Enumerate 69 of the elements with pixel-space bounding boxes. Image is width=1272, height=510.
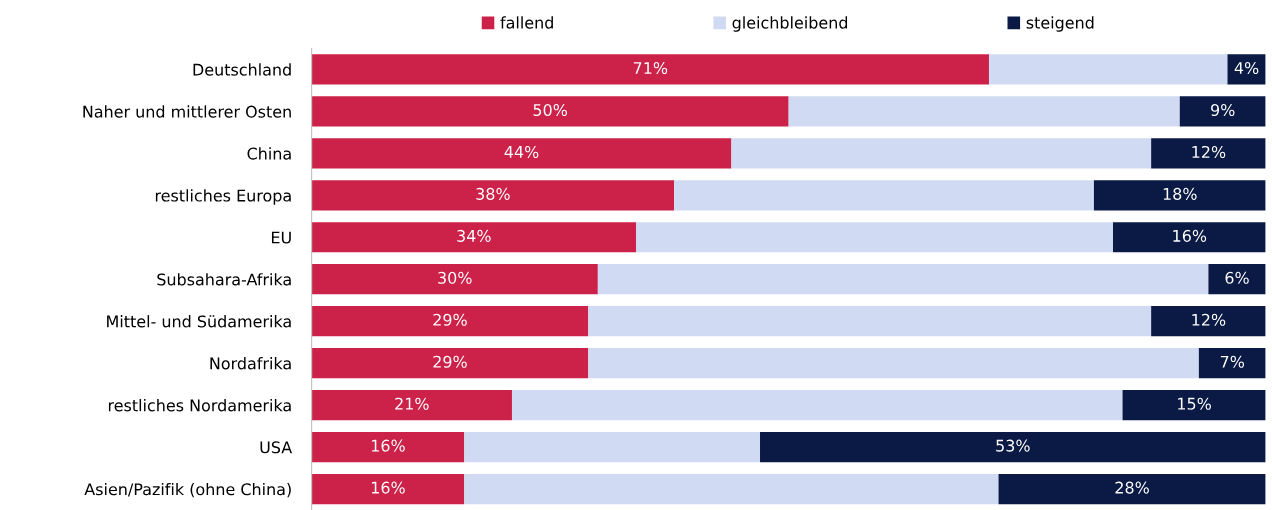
bar xyxy=(597,264,1209,295)
bar xyxy=(311,348,589,379)
y-tick-label: Nordafrika xyxy=(210,357,291,370)
y-tick-label: Naher und mittlerer Osten xyxy=(83,105,291,118)
bar xyxy=(1122,390,1266,421)
bar xyxy=(636,222,1113,253)
data-label: 38% xyxy=(476,187,510,200)
bar xyxy=(1227,54,1266,85)
y-tick-label: Subsahara-Afrika xyxy=(157,273,291,286)
bar xyxy=(1198,348,1266,379)
bar xyxy=(1093,180,1266,211)
data-label: 29% xyxy=(433,355,467,368)
y-tick-label: restliches Nordamerika xyxy=(108,399,291,412)
bar xyxy=(1151,306,1266,337)
bar xyxy=(311,138,732,169)
y-tick-label: USA xyxy=(260,441,293,454)
bar xyxy=(311,306,589,337)
data-label: 12% xyxy=(1192,313,1226,326)
data-label: 4% xyxy=(1234,61,1259,75)
bar xyxy=(588,306,1152,337)
legend-label: gleichbleibend xyxy=(732,16,848,32)
y-tick-label: Asien/Pazifik (ohne China) xyxy=(84,482,291,498)
bar xyxy=(1208,264,1266,295)
bar xyxy=(1179,96,1266,127)
data-label: 50% xyxy=(533,103,568,117)
data-label: 9% xyxy=(1211,103,1235,117)
bar xyxy=(674,180,1094,211)
data-label: 12% xyxy=(1192,145,1226,158)
bar xyxy=(311,473,465,505)
data-label: 16% xyxy=(1173,229,1207,242)
bar xyxy=(464,431,761,463)
bar xyxy=(464,473,999,505)
data-label: 53% xyxy=(996,439,1030,452)
y-tick-label: EU xyxy=(271,231,291,244)
data-label: 15% xyxy=(1178,397,1211,410)
bar xyxy=(588,348,1199,379)
legend-label: steigend xyxy=(1026,16,1094,32)
y-tick-label: Mittel- und Südamerika xyxy=(107,315,291,328)
bar xyxy=(788,96,1180,127)
data-label: 30% xyxy=(438,271,472,284)
data-label: 29% xyxy=(433,313,467,326)
bar xyxy=(311,180,675,211)
bar xyxy=(998,473,1266,505)
data-label: 28% xyxy=(1115,481,1149,494)
bar xyxy=(511,390,1123,421)
bar xyxy=(731,138,1152,169)
bar xyxy=(311,390,512,421)
y-tick-label: Deutschland xyxy=(193,63,291,76)
data-label: 34% xyxy=(457,229,491,242)
bar xyxy=(311,264,598,295)
legend-label: fallend xyxy=(500,16,553,29)
data-label: 71% xyxy=(633,61,668,75)
data-label: 6% xyxy=(1225,271,1249,284)
bar xyxy=(311,96,789,127)
bar xyxy=(311,54,989,85)
data-label: 7% xyxy=(1220,355,1245,368)
bar xyxy=(311,222,636,253)
y-tick-label: restliches Europa xyxy=(155,189,291,205)
bar xyxy=(1151,138,1266,169)
bar xyxy=(311,431,465,463)
data-label: 21% xyxy=(395,397,429,410)
data-label: 16% xyxy=(371,439,405,452)
y-tick-label: China xyxy=(247,147,291,160)
bar xyxy=(760,431,1266,463)
data-label: 18% xyxy=(1163,187,1197,200)
data-label: 44% xyxy=(504,145,539,158)
data-label: 16% xyxy=(371,481,405,494)
bar xyxy=(1113,222,1266,253)
bar xyxy=(988,54,1228,85)
